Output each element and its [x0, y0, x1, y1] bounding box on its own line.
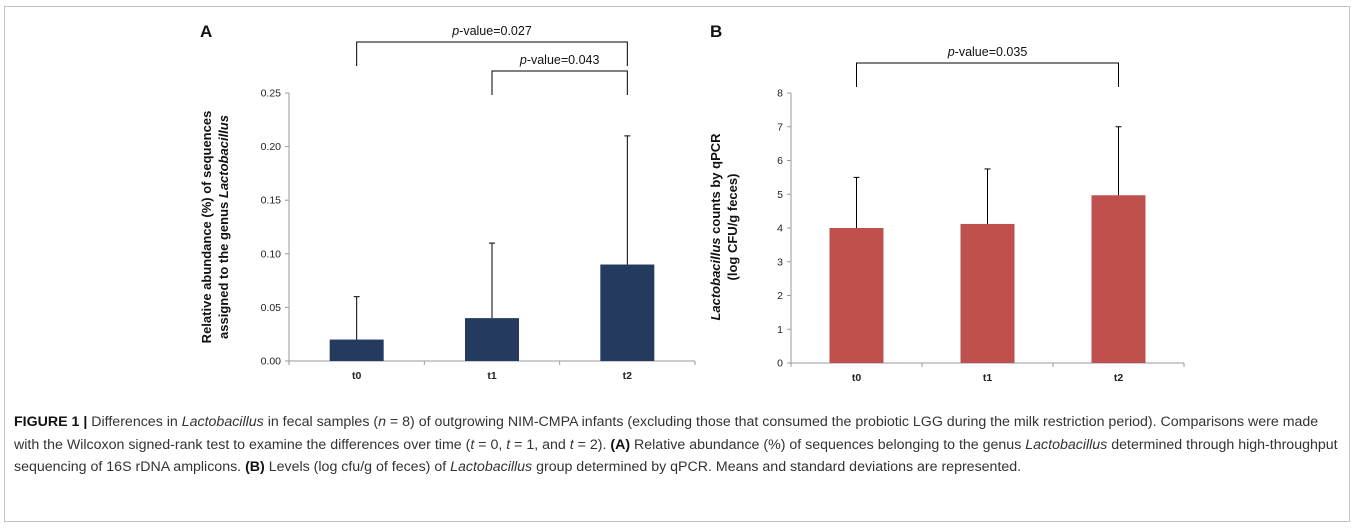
chart-a-significance-bracket [491, 70, 628, 95]
chart-b-y-tick-label: 4 [777, 223, 783, 235]
chart-b-y-tick-label: 1 [777, 324, 783, 336]
chart-b-y-tick-label: 6 [777, 155, 783, 167]
chart-a-y-tick-label: 0.15 [261, 195, 282, 207]
panel-label-b: B [710, 22, 723, 41]
chart-b-y-tick-label: 8 [777, 88, 783, 100]
caption-label: FIGURE 1 | [14, 414, 88, 430]
chart-b-category-label-t1: t1 [983, 372, 992, 384]
chart-a-bar-t2 [600, 264, 655, 361]
chart-b-bar-t1 [960, 223, 1015, 363]
chart-a-bar-t0 [329, 339, 384, 361]
chart-a-ylabel-line1: Relative abundance (%) of sequences [199, 111, 214, 344]
chart-b-y-tick-label: 0 [777, 358, 783, 370]
chart-a-category-label-t2: t2 [623, 370, 632, 382]
chart-a-ylabel: Relative abundance (%) of sequences assi… [199, 111, 231, 344]
chart-a-y-tick-label: 0.00 [261, 356, 282, 368]
chart-a-significance-bracket [356, 41, 628, 66]
chart-a-bar-t1 [465, 318, 519, 361]
chart-b-y-tick-label: 5 [777, 189, 783, 201]
chart-a-y-tick-label: 0.25 [261, 88, 282, 100]
chart-a-p-value-label: p-value=0.027 [451, 24, 532, 38]
figure-caption: FIGURE 1 | Differences in Lactobacillus … [14, 414, 1338, 475]
chart-a: Relative abundance (%) of sequences assi… [199, 24, 696, 382]
chart-b-bar-t0 [829, 228, 884, 363]
chart-b-ylabel: Lactobacillus counts by qPCR (log CFU/g … [708, 133, 740, 321]
chart-a-category-label-t1: t1 [487, 370, 496, 382]
chart-a-y-tick-label: 0.20 [261, 141, 282, 153]
chart-b-y-tick-label: 2 [777, 290, 783, 302]
chart-b-p-value-label: p-value=0.035 [947, 45, 1028, 59]
chart-b-y-tick-label: 7 [777, 121, 783, 133]
chart-b-ylabel-line1: Lactobacillus counts by qPCR [708, 133, 723, 321]
chart-a-ylabel-line2: assigned to the genus Lactobacillus [216, 115, 231, 339]
chart-b-bar-t2 [1091, 195, 1146, 363]
chart-b-significance-bracket [856, 62, 1119, 87]
panel-label-a: A [200, 22, 213, 41]
chart-b-y-tick-label: 3 [777, 256, 783, 268]
chart-a-p-value-label: p-value=0.043 [519, 53, 600, 67]
chart-a-y-tick-label: 0.05 [261, 302, 282, 314]
chart-a-category-label-t0: t0 [352, 370, 361, 382]
chart-b-ylabel-line2: (log CFU/g feces) [725, 174, 740, 281]
chart-a-y-tick-label: 0.10 [261, 248, 282, 260]
chart-b-category-label-t2: t2 [1114, 372, 1123, 384]
chart-b: Lactobacillus counts by qPCR (log CFU/g … [708, 45, 1185, 384]
chart-b-category-label-t0: t0 [852, 372, 861, 384]
